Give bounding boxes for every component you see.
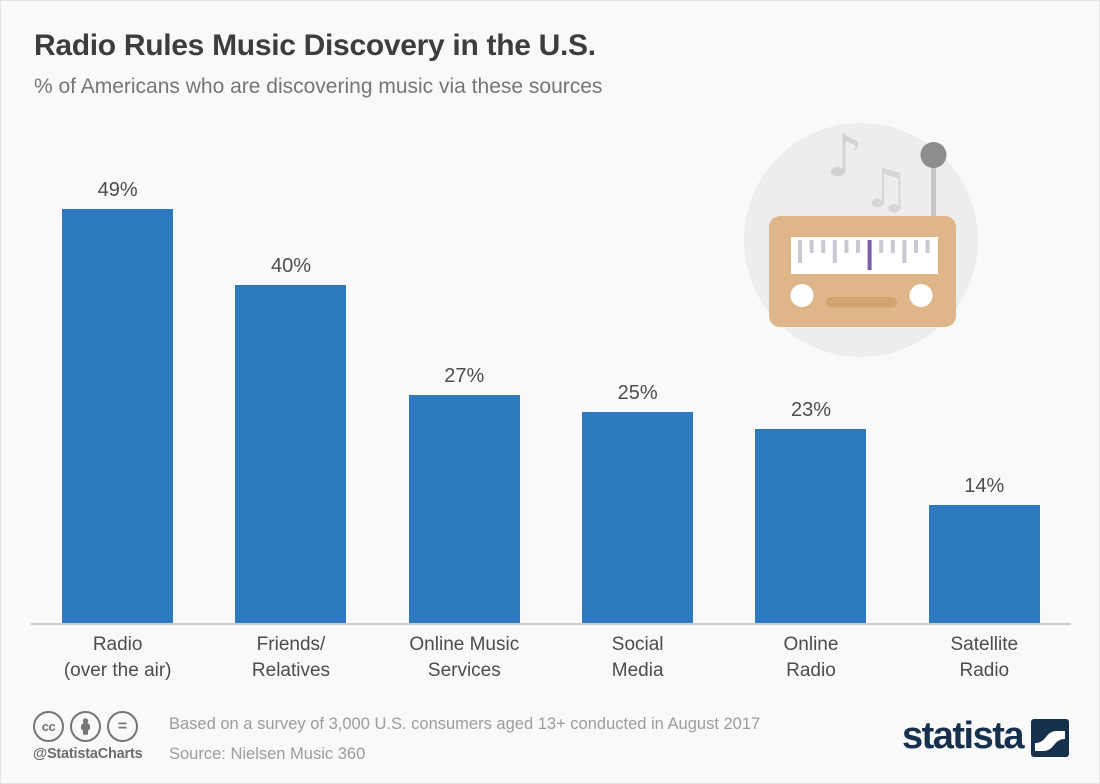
svg-text:♫: ♫ — [862, 157, 910, 220]
knob-icon — [790, 284, 814, 307]
beamed-music-notes-icon: ♫ — [862, 157, 910, 220]
bar-column-social-media: 25% — [551, 1, 724, 623]
bar-online-radio — [755, 429, 867, 623]
bar-value-label: 27% — [444, 365, 485, 387]
knob-icon — [909, 284, 933, 307]
category-label-online-radio: Online Radio — [783, 634, 839, 681]
radio-slot — [826, 297, 897, 308]
bar-online-music-services — [408, 395, 520, 623]
statista-charts-handle: @StatistaCharts — [33, 746, 143, 762]
category-label-social-media: Social Media — [611, 634, 664, 681]
bar-chart: 49% 40% 27% 25% 23% 14% — [31, 1, 1071, 623]
cc-icon: cc — [33, 711, 64, 742]
bar-column-friends-relatives: 40% — [204, 1, 377, 623]
statista-logo-icon — [1031, 719, 1069, 757]
statista-wordmark: statista — [901, 715, 1025, 757]
x-axis-labels: Radio (over the air) Friends/Relatives Onli… — [31, 632, 1071, 684]
bar-column-online-music-services: 27% — [378, 1, 551, 623]
bar-column-radio-over-the-air: 49% — [31, 1, 204, 623]
footer-notes: Based on a survey of 3,000 U.S. consumer… — [169, 709, 760, 769]
page-title: Radio Rules Music Discovery in the U.S. — [34, 29, 596, 62]
bar-value-label: 23% — [790, 399, 831, 421]
bar-value-label: 49% — [97, 179, 138, 201]
category-label-friends-relatives: Friends/Relatives — [251, 634, 331, 681]
bar-column-satellite-radio: 14% — [898, 1, 1071, 623]
page-subtitle: % of Americans who are discovering music… — [34, 75, 603, 98]
x-axis-line — [31, 623, 1071, 625]
equals-icon: = — [107, 711, 138, 742]
bar-friends-relatives — [235, 285, 347, 623]
radio-illustration: ♪ ♫ — [744, 123, 978, 357]
survey-note: Based on a survey of 3,000 U.S. consumer… — [169, 715, 761, 733]
source-note: Source: Nielsen Music 360 — [169, 745, 366, 763]
tuning-dial-icon — [791, 237, 938, 274]
radio-icon — [769, 216, 956, 327]
category-label-satellite-radio: Satellite Radio — [950, 634, 1019, 681]
bar-radio-over-the-air — [62, 209, 174, 623]
category-label-radio-over-the-air: Radio (over the air) — [63, 634, 172, 681]
category-label-online-music-services: Online Music Services — [409, 634, 520, 681]
attribution-person-icon — [70, 711, 101, 742]
bar-satellite-radio — [928, 505, 1040, 623]
antenna-icon — [920, 142, 947, 219]
bar-column-online-radio: 23% — [724, 1, 897, 623]
bar-value-label: 25% — [617, 382, 658, 404]
bar-value-label: 40% — [270, 255, 311, 277]
svg-text:♪: ♪ — [826, 123, 863, 190]
bar-social-media — [582, 412, 694, 623]
music-note-icon: ♪ — [826, 123, 863, 190]
statista-logo: statista — [901, 715, 1069, 757]
bar-value-label: 14% — [964, 475, 1005, 497]
license-block: cc = @StatistaCharts — [33, 711, 163, 762]
